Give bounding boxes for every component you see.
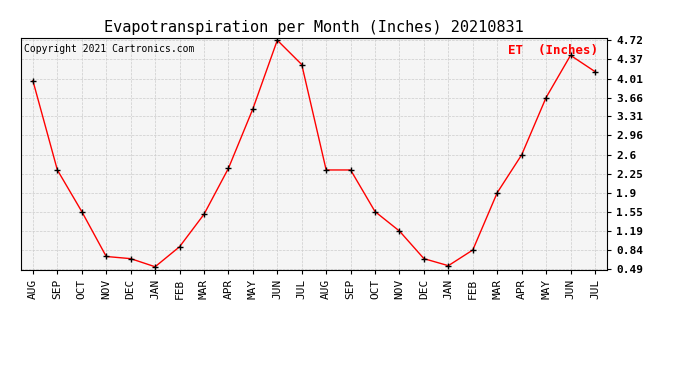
Text: Copyright 2021 Cartronics.com: Copyright 2021 Cartronics.com (23, 45, 194, 54)
Title: Evapotranspiration per Month (Inches) 20210831: Evapotranspiration per Month (Inches) 20… (104, 20, 524, 35)
Text: ET  (Inches): ET (Inches) (509, 45, 598, 57)
